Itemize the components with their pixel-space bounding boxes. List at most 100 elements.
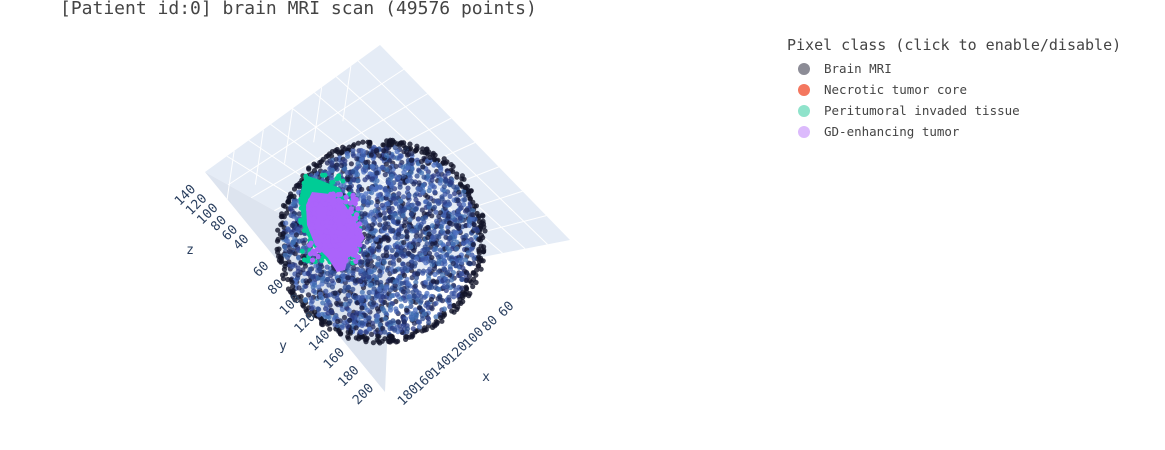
brain-point — [290, 293, 296, 299]
brain-point — [362, 250, 368, 256]
brain-point — [370, 230, 376, 236]
brain-point — [380, 294, 386, 300]
brain-point — [455, 197, 461, 203]
brain-point — [379, 305, 386, 311]
gridline — [254, 129, 264, 185]
brain-point — [441, 266, 447, 272]
brain-point — [376, 153, 383, 159]
gd-enhancing-point — [306, 206, 312, 213]
brain-point — [387, 158, 393, 164]
brain-point — [470, 242, 477, 248]
brain-point — [378, 196, 384, 202]
brain-point — [463, 286, 470, 292]
legend-title: Pixel class (click to enable/disable) — [787, 36, 1122, 54]
peritumoral-point — [299, 248, 305, 254]
brain-point — [466, 192, 472, 199]
brain-point — [450, 168, 456, 175]
gd-enhancing-point — [327, 194, 333, 200]
brain-point — [481, 244, 487, 250]
gd-enhancing-point — [332, 260, 338, 266]
brain-point — [329, 160, 335, 166]
brain-point — [434, 218, 440, 224]
legend-item-necrotic-tumor-core[interactable]: Necrotic tumor core — [787, 79, 1121, 100]
brain-point — [474, 226, 480, 232]
brain-point — [376, 244, 382, 250]
brain-point — [453, 287, 459, 293]
gd-enhancing-point — [343, 199, 349, 205]
brain-point — [275, 227, 281, 233]
brain-point — [400, 194, 407, 200]
brain-point — [375, 261, 381, 267]
brain-point — [382, 172, 388, 178]
brain-point — [390, 318, 396, 324]
brain-point — [375, 313, 381, 319]
brain-point — [399, 280, 405, 286]
brain-point — [296, 238, 302, 244]
brain-point — [404, 234, 410, 240]
brain-point — [409, 316, 415, 322]
brain-point — [424, 150, 430, 156]
brain-point — [459, 285, 465, 291]
brain-point — [317, 291, 323, 297]
brain-point — [420, 190, 426, 196]
brain-point — [416, 186, 422, 192]
gd-enhancing-point — [350, 195, 356, 201]
brain-point — [413, 279, 419, 285]
brain-point — [421, 294, 428, 300]
brain-point — [357, 268, 364, 274]
brain-point — [480, 235, 486, 241]
brain-point — [362, 211, 368, 217]
brain-point — [285, 227, 291, 233]
legend-item-gd-enhancing-tumor[interactable]: GD-enhancing tumor — [787, 121, 1121, 142]
gridline — [225, 150, 235, 206]
brain-point — [347, 298, 353, 304]
gd-enhancing-point — [340, 238, 346, 244]
brain-point — [405, 201, 411, 207]
brain-point — [371, 254, 377, 260]
axis-titles: z y x — [186, 243, 490, 385]
brain-point — [371, 300, 377, 306]
brain-point — [417, 233, 423, 239]
brain-point — [379, 338, 385, 344]
brain-point — [447, 235, 453, 241]
brain-point — [400, 173, 406, 179]
brain-point — [426, 276, 432, 282]
legend-item-peritumoral-invaded-tissue[interactable]: Peritumoral invaded tissue — [787, 100, 1121, 121]
brain-point — [469, 216, 475, 222]
brain-point — [396, 227, 402, 233]
brain-point — [387, 278, 393, 284]
brain-point — [289, 232, 295, 238]
brain-point — [352, 278, 358, 284]
brain-point — [401, 319, 407, 325]
brain-point — [451, 294, 457, 300]
brain-point — [445, 213, 451, 219]
brain-point — [340, 272, 346, 278]
brain-point — [320, 300, 326, 306]
gd-enhancing-point — [326, 224, 332, 230]
brain-point — [285, 276, 291, 283]
brain-point — [404, 149, 410, 155]
brain-point — [350, 169, 356, 175]
brain-point — [346, 268, 352, 274]
legend-item-brain-mri[interactable]: Brain MRI — [787, 58, 1121, 79]
brain-point — [429, 284, 435, 290]
brain-point — [365, 202, 371, 208]
y-tick-label: 180 — [335, 363, 362, 390]
scatter3d-scene[interactable]: 1401201008060406080100120140160180200608… — [0, 0, 780, 450]
brain-point — [449, 221, 455, 227]
brain-point — [380, 265, 386, 271]
brain-point — [431, 162, 437, 168]
brain-point — [429, 223, 435, 229]
brain-point — [428, 296, 434, 303]
brain-point — [373, 275, 379, 281]
gd-enhancing-point — [352, 201, 358, 207]
brain-point — [406, 224, 412, 230]
brain-point — [381, 234, 387, 240]
brain-point — [387, 307, 394, 313]
brain-point — [304, 280, 310, 286]
brain-point — [441, 184, 447, 190]
gd-enhancing-point — [322, 201, 328, 207]
legend-label: GD-enhancing tumor — [824, 124, 960, 139]
brain-point — [288, 206, 294, 212]
brain-point — [337, 331, 344, 337]
